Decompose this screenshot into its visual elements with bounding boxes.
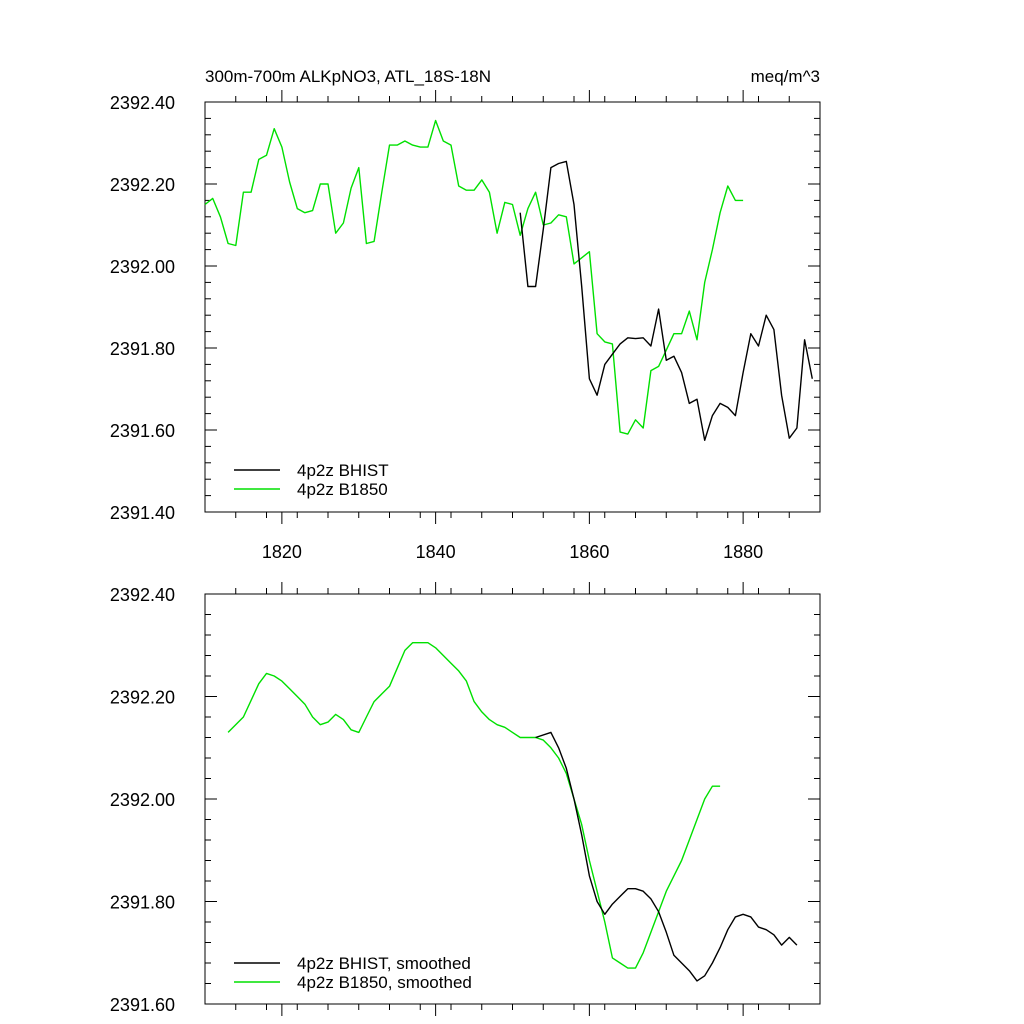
series-line	[227, 642, 721, 969]
legend-label: 4p2z BHIST	[297, 461, 389, 480]
legend-label: 4p2z B1850	[297, 480, 388, 499]
y-tick-label: 2391.60	[110, 995, 175, 1015]
y-tick-label: 2392.20	[110, 175, 175, 195]
x-tick-label: 1840	[416, 542, 456, 562]
series-line	[519, 160, 813, 441]
plot-frame	[204, 593, 821, 1005]
plot-frame	[204, 101, 821, 513]
legend-label: 4p2z BHIST, smoothed	[297, 954, 471, 973]
bottom-panel: 2391.60 2391.80 2392.00 2392.20 2392.40 4p2z …	[110, 582, 821, 1016]
y-tick-label: 2391.80	[110, 339, 175, 359]
series-line	[535, 731, 798, 982]
chart-title: 300m-700m ALKpNO3, ATL_18S-18N	[205, 67, 491, 86]
y-tick-label: 2391.60	[110, 421, 175, 441]
series-line	[204, 119, 744, 435]
y-tick-label: 2392.20	[110, 688, 175, 708]
y-tick-label: 2391.40	[110, 503, 175, 523]
y-tick-label: 2392.00	[110, 257, 175, 277]
top-panel: 2391.40 2391.60 2391.80 2392.00 2392.20 2392.…	[110, 90, 821, 562]
legend-label: 4p2z B1850, smoothed	[297, 973, 472, 992]
chart-units: meq/m^3	[751, 67, 820, 86]
y-tick-label: 2392.40	[110, 93, 175, 113]
y-tick-label: 2392.40	[110, 585, 175, 605]
x-tick-label: 1860	[569, 542, 609, 562]
y-tick-label: 2391.80	[110, 893, 175, 913]
y-tick-label: 2392.00	[110, 790, 175, 810]
x-tick-label: 1880	[723, 542, 763, 562]
x-tick-label: 1820	[262, 542, 302, 562]
